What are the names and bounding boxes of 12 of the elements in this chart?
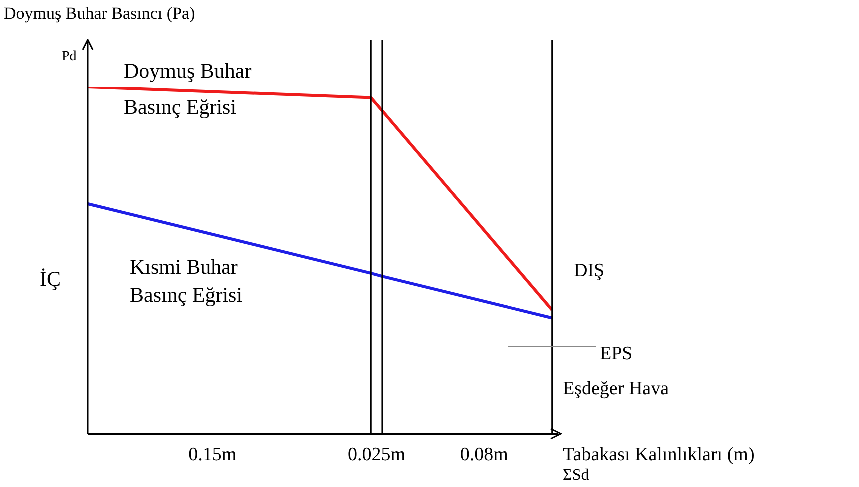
text: DIŞ (574, 260, 605, 282)
text: Eşdeğer Hava Tabakası Kalınlıkları (m) (563, 378, 755, 466)
text: Pd (62, 50, 77, 65)
series-label: Kısmi Buhar Basınç Eğrisi (130, 255, 243, 308)
text: ΣSd (563, 467, 590, 484)
x-tick-label: 0.025m (348, 444, 406, 466)
text: İÇ (40, 267, 61, 292)
x-tick-label: 0.15m (188, 444, 237, 466)
text: EPS (600, 343, 633, 364)
series-label: Doymuş Buhar Basınç Eğrisi (124, 59, 252, 120)
x-tick-label: 0.08m (460, 444, 509, 466)
y-axis-title: Doymuş Buhar Basıncı (Pa) (4, 4, 196, 23)
